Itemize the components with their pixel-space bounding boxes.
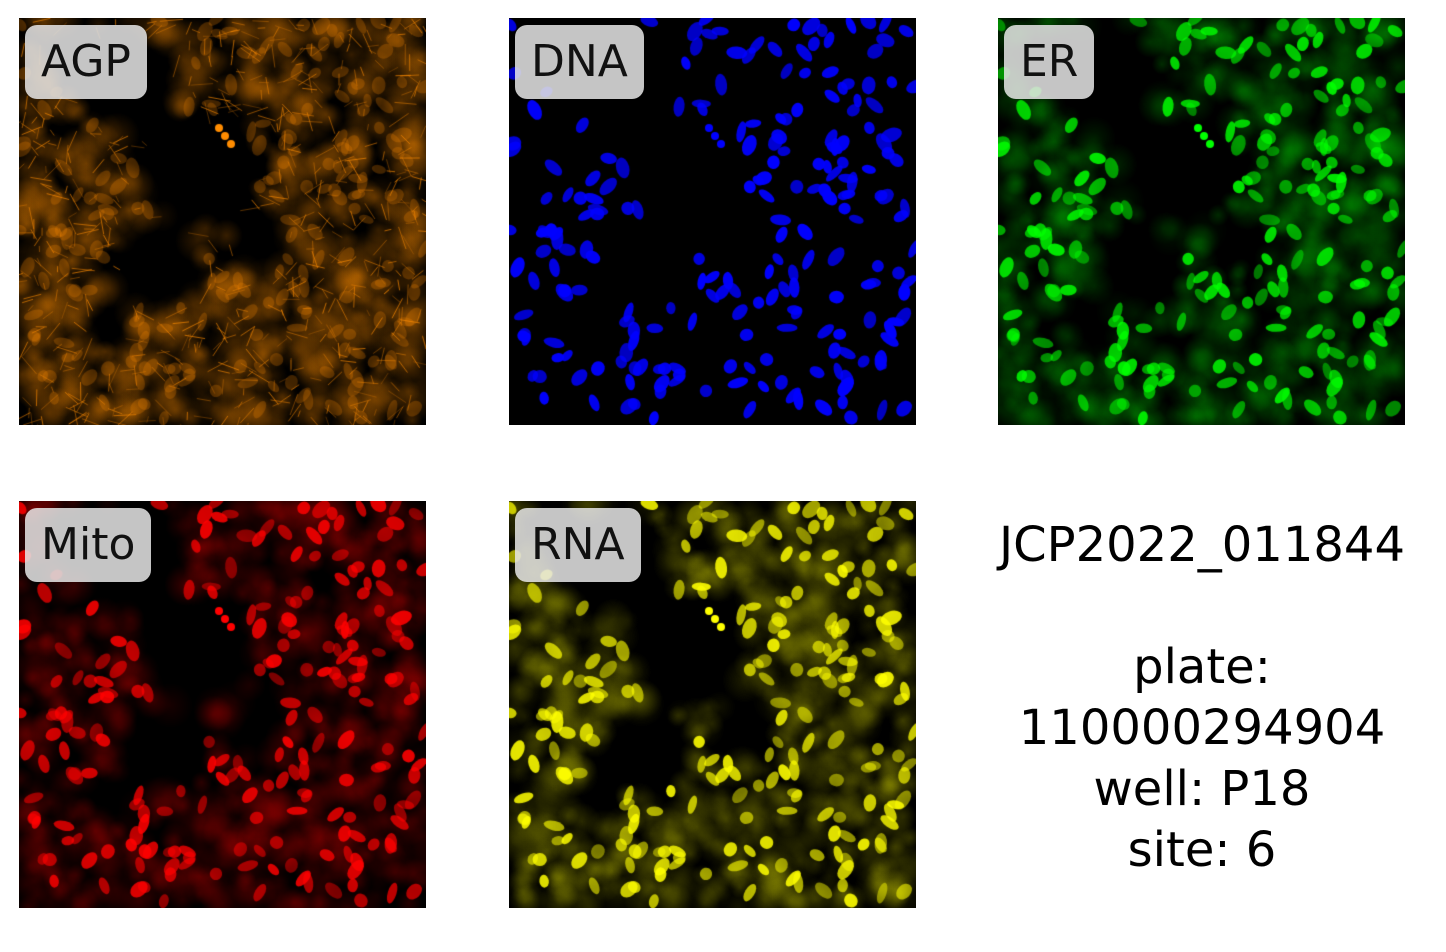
mito-label: Mito: [25, 508, 152, 582]
plate-value: 110000294904: [1018, 700, 1386, 756]
er-label: ER: [1004, 25, 1095, 99]
dna-label: DNA: [515, 25, 644, 99]
agp-channel-image: AGP: [19, 18, 426, 425]
well-info: well: P18: [1093, 761, 1311, 817]
dna-channel-image: DNA: [509, 18, 916, 425]
plate-label: plate:: [1133, 639, 1271, 695]
mito-channel-image: Mito: [19, 501, 426, 908]
er-channel-image: ER: [998, 18, 1405, 425]
sample-info: JCP2022_011844 plate: 110000294904 well:…: [960, 515, 1444, 881]
compound-id: JCP2022_011844: [998, 517, 1405, 573]
site-info: site: 6: [1127, 822, 1277, 878]
agp-label: AGP: [25, 25, 147, 99]
rna-channel-image: RNA: [509, 501, 916, 908]
rna-label: RNA: [515, 508, 641, 582]
